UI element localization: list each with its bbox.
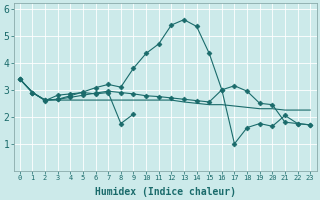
X-axis label: Humidex (Indice chaleur): Humidex (Indice chaleur) xyxy=(94,186,236,197)
